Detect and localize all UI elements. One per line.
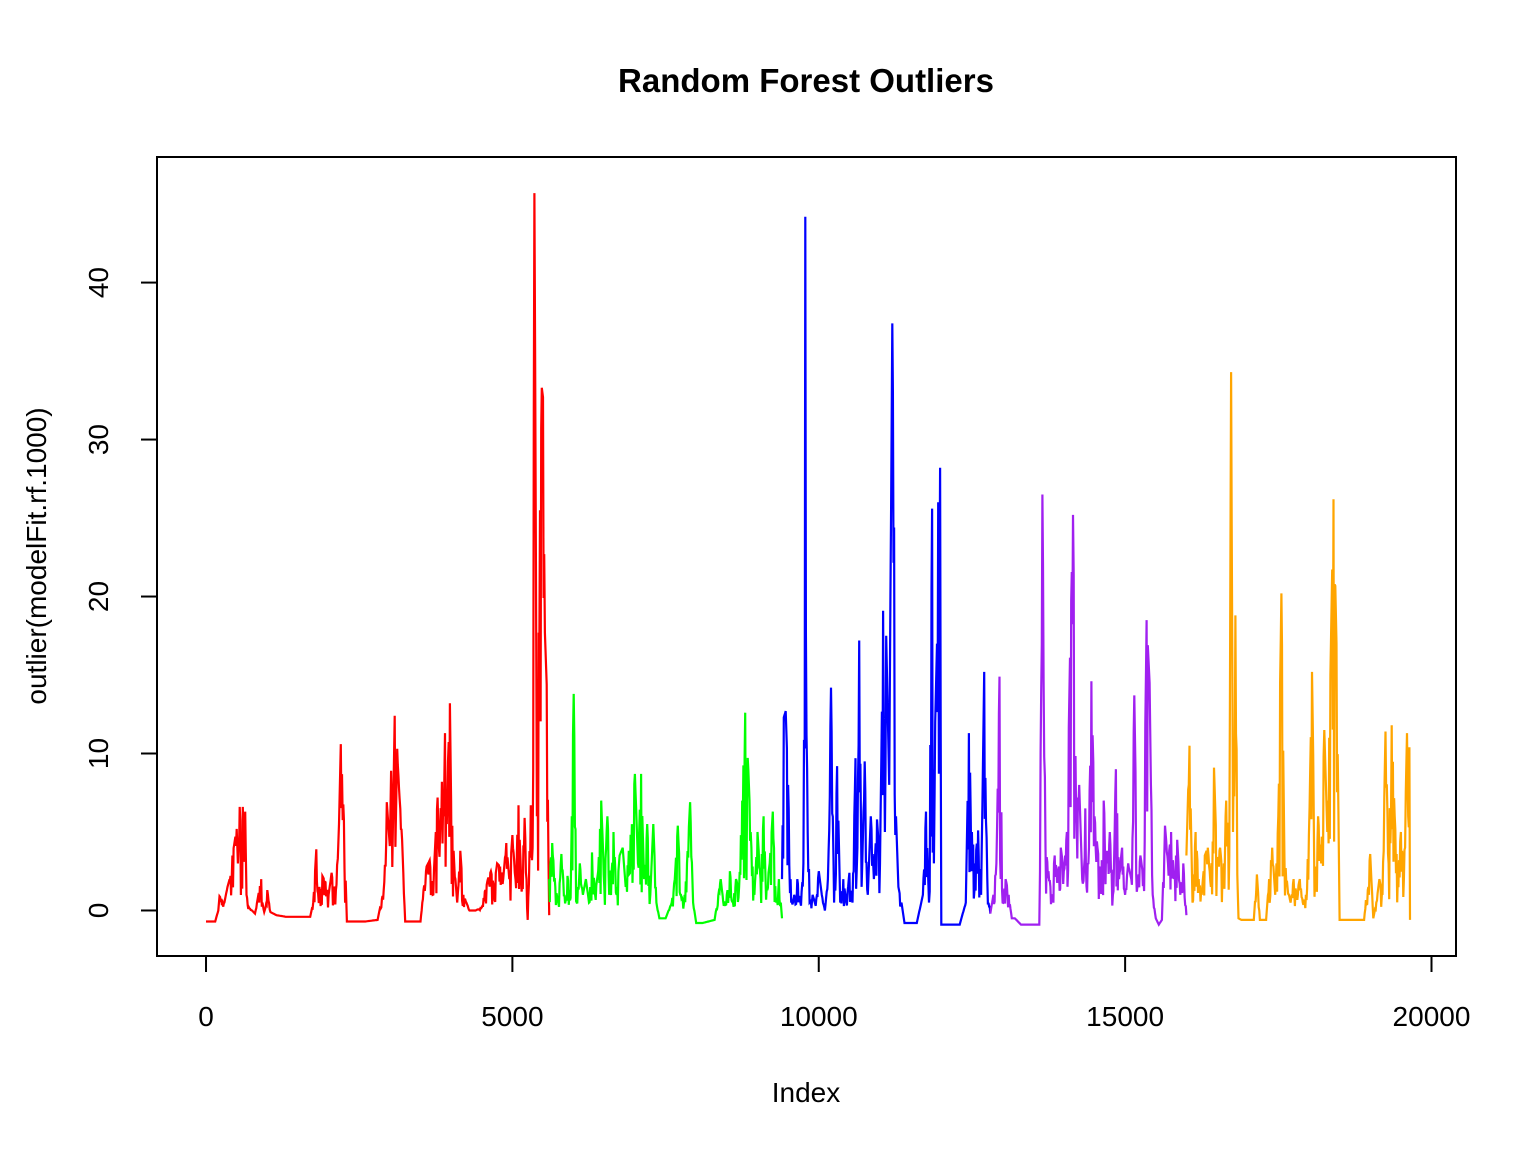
series-layer [206, 193, 1412, 927]
series-2 [548, 693, 784, 925]
y-tick-label: 10 [83, 738, 114, 769]
x-tick-label: 5000 [481, 1001, 543, 1032]
x-tick-label: 10000 [780, 1001, 858, 1032]
series-1-line [206, 193, 551, 923]
x-tick-label: 15000 [1086, 1001, 1164, 1032]
series-1 [206, 193, 551, 923]
x-tick-label: 0 [198, 1001, 214, 1032]
x-axis-label: Index [772, 1077, 841, 1108]
x-axis: 0 5000 10000 15000 20000 [198, 955, 1471, 1032]
y-tick-label: 0 [83, 903, 114, 919]
y-tick-label: 30 [83, 424, 114, 455]
y-tick-label: 40 [83, 267, 114, 298]
series-5-line [1185, 372, 1412, 921]
series-2-line [548, 693, 784, 925]
series-3 [780, 216, 992, 926]
x-tick-label: 20000 [1393, 1001, 1471, 1032]
series-4-line [989, 494, 1188, 927]
series-3-line [780, 216, 992, 926]
chart-title: Random Forest Outliers [618, 62, 994, 99]
series-5 [1185, 372, 1412, 921]
y-tick-label: 20 [83, 581, 114, 612]
y-axis: 0 10 20 30 40 [83, 267, 158, 919]
series-4 [989, 494, 1188, 927]
y-axis-label: outlier(modelFit.rf.1000) [21, 407, 52, 704]
